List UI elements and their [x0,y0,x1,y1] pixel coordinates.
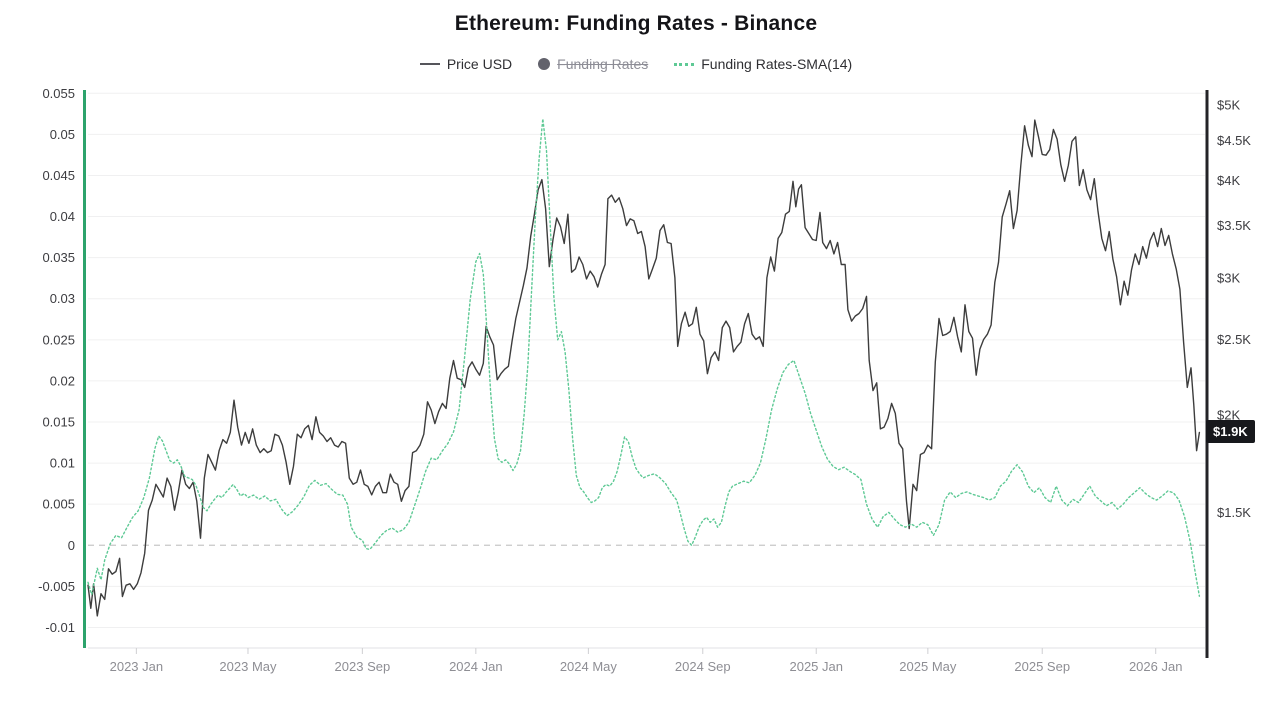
right-axis-tick-label: $2.5K [1217,332,1251,347]
right-axis-tick-label: $3K [1217,270,1240,285]
x-axis-tick-label: 2023 May [219,659,277,674]
right-axis-tick-label: $4K [1217,173,1240,188]
x-axis-tick-label: 2025 May [899,659,957,674]
left-axis-tick-label: 0.045 [42,168,75,183]
x-axis-tick-label: 2026 Jan [1129,659,1183,674]
x-axis-tick-label: 2025 Jan [789,659,843,674]
x-axis-tick-label: 2023 Sep [335,659,391,674]
left-axis-line [83,90,86,648]
x-axis-tick-label: 2024 Sep [675,659,731,674]
left-axis-tick-label: 0.03 [50,291,75,306]
legend-label: Funding Rates-SMA(14) [701,56,853,72]
x-axis-tick-label: 2023 Jan [110,659,164,674]
right-axis-tick-label: $5K [1217,97,1240,112]
x-axis-tick-label: 2025 Sep [1014,659,1070,674]
legend-line-marker [419,63,440,65]
left-axis-tick-label: 0.01 [50,456,75,471]
legend-item-funding-rates[interactable]: Funding Rates [538,56,648,72]
left-axis-tick-label: 0.05 [50,127,75,142]
legend-circle-marker [538,58,551,70]
right-axis-line [1205,90,1209,658]
x-axis-tick-label: 2024 May [560,659,618,674]
left-axis-tick-label: 0.015 [42,415,75,430]
right-axis-tick-label: $2K [1217,408,1240,423]
legend-item-funding-rates-sma[interactable]: Funding Rates-SMA(14) [674,56,852,72]
funding-sma-line [87,118,1201,597]
chart-legend: Price USD Funding Rates Funding Rates-SMA(… [0,56,1272,72]
legend-item-price-usd[interactable]: Price USD [419,56,513,72]
left-axis-tick-label: 0.055 [42,86,75,101]
left-axis-tick-label: 0.04 [50,209,75,224]
chart-title: Ethereum: Funding Rates - Binance [454,12,818,35]
left-axis-tick-label: 0.025 [42,332,75,347]
left-axis-tick-label: 0 [68,538,75,553]
right-axis-tick-label: $3.5K [1217,218,1251,233]
legend-label: Funding Rates [557,56,649,72]
legend-label: Price USD [446,56,513,72]
right-axis-tick-label: $1.5K [1217,505,1251,520]
left-axis-tick-label: -0.005 [38,579,75,594]
left-axis-tick-label: 0.035 [42,250,75,265]
price-line [87,119,1201,617]
left-axis-tick-label: 0.005 [42,497,75,512]
x-axis-tick-label: 2024 Jan [449,659,503,674]
left-axis-tick-label: -0.01 [45,620,75,635]
right-axis-tick-label: $4.5K [1217,133,1251,148]
legend-line-marker [674,62,695,66]
current-price-badge: $1.9K [1206,420,1255,443]
left-axis-tick-label: 0.02 [50,373,75,388]
